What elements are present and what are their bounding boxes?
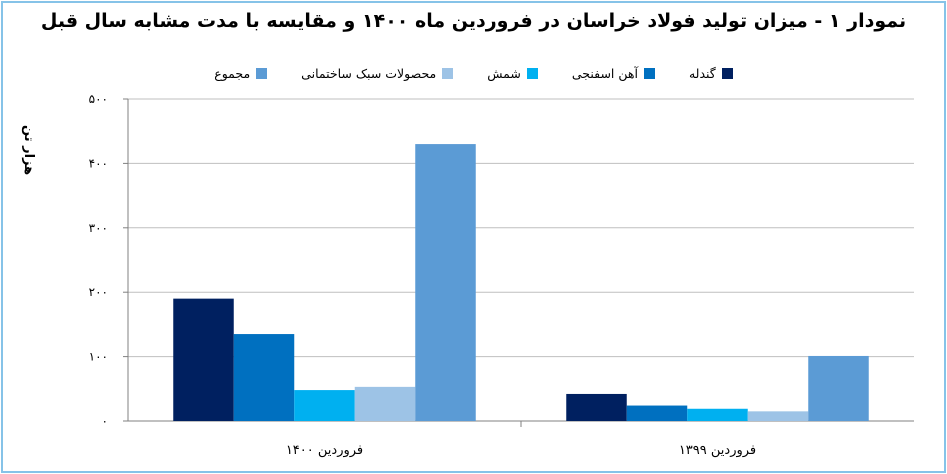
bar: [566, 393, 627, 421]
bar: [233, 334, 295, 421]
bar: [747, 411, 809, 421]
bar: [354, 386, 416, 421]
bar: [415, 144, 476, 421]
legend-label: محصولات سبک ساختمانی: [301, 66, 437, 81]
legend-label: گندله: [688, 66, 716, 81]
legend-swatch: [643, 68, 655, 79]
legend-label: مجموع: [214, 66, 251, 81]
bar: [173, 298, 234, 421]
legend-item: آهن اسفنجی: [572, 66, 655, 81]
legend-label: شمش: [487, 66, 521, 81]
legend-item: شمش: [487, 66, 538, 81]
chart-legend: گندله آهن اسفنجی شمش محصولات سبک ساختمانی مج…: [0, 66, 947, 81]
x-category-label: فروردین ۱۴۰۰: [286, 443, 363, 458]
y-tick-label: ۰: [102, 414, 108, 428]
y-tick-label: ۲۰۰: [89, 285, 108, 299]
legend-item: مجموع: [214, 66, 268, 81]
y-axis-label: هزار تن: [21, 124, 36, 176]
bar: [626, 405, 688, 421]
legend-label: آهن اسفنجی: [571, 66, 638, 81]
y-tick-label: ۱۰۰: [89, 350, 108, 364]
x-category-label: فروردین ۱۳۹۹: [679, 443, 756, 458]
bar: [687, 408, 748, 421]
chart-title: نمودار ۱ - میزان تولید فولاد خراسان در ف…: [40, 10, 907, 32]
legend-swatch: [526, 68, 538, 79]
bar: [294, 390, 355, 421]
y-tick-label: ۵۰۰: [89, 92, 108, 106]
legend-swatch: [721, 68, 733, 79]
legend-swatch: [256, 68, 268, 79]
legend-item: محصولات سبک ساختمانی: [301, 66, 454, 81]
y-tick-label: ۳۰۰: [89, 221, 108, 235]
bar: [808, 355, 869, 421]
y-tick-label: ۴۰۰: [89, 156, 108, 170]
legend-item: گندله: [689, 66, 733, 81]
legend-swatch: [442, 68, 454, 79]
